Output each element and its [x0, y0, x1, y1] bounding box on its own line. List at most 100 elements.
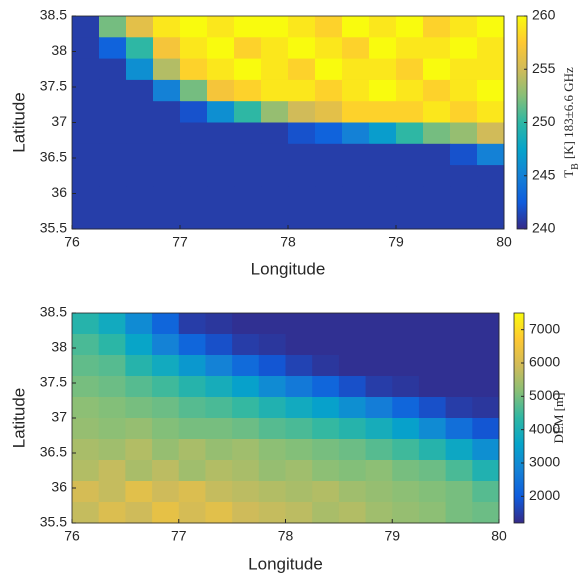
y-axis-label: Latitude — [9, 388, 28, 449]
heat-cell — [450, 186, 478, 209]
heat-cell — [207, 16, 235, 38]
heat-cell — [477, 58, 505, 81]
colorbar-tick-label: 245 — [532, 166, 556, 182]
heat-cell — [445, 460, 473, 482]
heat-cell — [180, 79, 208, 102]
heat-cell — [153, 165, 181, 187]
y-tick-label: 37.5 — [40, 78, 67, 94]
heat-cell — [312, 418, 340, 440]
heat-cell — [392, 481, 420, 503]
heat-cell — [152, 481, 180, 503]
heat-cell — [392, 313, 420, 335]
x-tick-label: 78 — [278, 528, 294, 544]
heat-cell — [153, 16, 181, 38]
heat-cell — [423, 16, 451, 38]
heat-cell — [418, 481, 447, 503]
colorbar-label: DEM [m] — [551, 393, 566, 444]
heat-cell — [126, 207, 154, 230]
heat-cell — [418, 355, 447, 377]
heat-cell — [338, 418, 367, 440]
heat-cell — [125, 418, 153, 440]
x-tick-label: 80 — [496, 234, 512, 250]
heat-cell — [342, 122, 370, 145]
heat-cell — [288, 207, 316, 230]
heat-cell — [178, 439, 206, 461]
heat-cell — [180, 165, 208, 187]
heat-cell — [261, 122, 289, 145]
heat-cell — [418, 418, 447, 440]
heat-cell — [423, 37, 451, 60]
heat-cell — [342, 101, 370, 123]
y-tick-label: 38 — [51, 339, 67, 355]
heat-cell — [418, 376, 447, 398]
heat-cell — [205, 397, 233, 419]
heat-cell — [261, 79, 289, 102]
heat-cell — [232, 439, 260, 461]
heat-cell — [312, 460, 340, 482]
heat-cell — [450, 16, 478, 38]
heat-cell — [178, 313, 206, 335]
heat-cell — [418, 313, 447, 335]
heat-cell — [153, 101, 181, 123]
heat-cell — [205, 439, 233, 461]
heat-cell — [178, 397, 206, 419]
heat-cell — [342, 165, 370, 187]
heat-cell — [178, 502, 206, 524]
heat-cell — [125, 355, 153, 377]
heat-cell — [396, 143, 424, 166]
heat-cell — [365, 460, 393, 482]
heat-cell — [315, 79, 343, 102]
heat-cell — [152, 355, 180, 377]
heat-cell — [125, 376, 153, 398]
heat-cell — [126, 165, 154, 187]
heat-cell — [369, 165, 397, 187]
heat-cell — [72, 397, 100, 419]
heat-cell — [369, 143, 397, 166]
heat-cell — [152, 460, 180, 482]
heat-cell — [312, 502, 340, 524]
heat-cell — [126, 143, 154, 166]
y-tick-label: 35.5 — [40, 220, 67, 236]
heat-cell — [205, 355, 233, 377]
heat-cell — [342, 37, 370, 60]
heat-cell — [126, 122, 154, 145]
heat-cell — [126, 79, 154, 102]
heat-cell — [234, 186, 262, 209]
heat-cell — [315, 143, 343, 166]
heat-cell — [338, 460, 367, 482]
heat-cell — [180, 101, 208, 123]
colorbar-tick-label: 250 — [532, 113, 556, 129]
heat-cell — [285, 376, 313, 398]
heat-cell — [205, 376, 233, 398]
heat-cell — [99, 16, 127, 38]
colorbar-label-subscript: B — [570, 163, 581, 170]
colorbar-tick-label: 3000 — [529, 454, 560, 470]
y-tick-label: 38.5 — [40, 304, 67, 320]
heat-cell — [423, 101, 451, 123]
heat-cell — [312, 439, 340, 461]
heat-cell — [285, 481, 313, 503]
heat-cell — [99, 37, 127, 60]
heat-cell — [153, 122, 181, 145]
heat-cell — [234, 37, 262, 60]
heat-cell — [477, 207, 505, 230]
x-tick-label: 80 — [491, 528, 507, 544]
heat-cell — [472, 334, 500, 356]
colorbar-label-main: T — [561, 170, 576, 178]
heat-cell — [477, 79, 505, 102]
heat-cell — [418, 439, 447, 461]
heat-cell — [72, 355, 100, 377]
heat-cell — [392, 460, 420, 482]
heat-cell — [472, 481, 500, 503]
heat-cell — [99, 207, 127, 230]
colorbar-tick-label: 240 — [532, 220, 556, 236]
heat-cell — [234, 143, 262, 166]
heat-cell — [72, 79, 100, 102]
heat-cell — [232, 418, 260, 440]
heat-cell — [261, 165, 289, 187]
heat-cell — [72, 143, 100, 166]
heat-cell — [369, 186, 397, 209]
heat-cell — [72, 122, 100, 145]
heat-cell — [285, 355, 313, 377]
heat-cell — [365, 334, 393, 356]
